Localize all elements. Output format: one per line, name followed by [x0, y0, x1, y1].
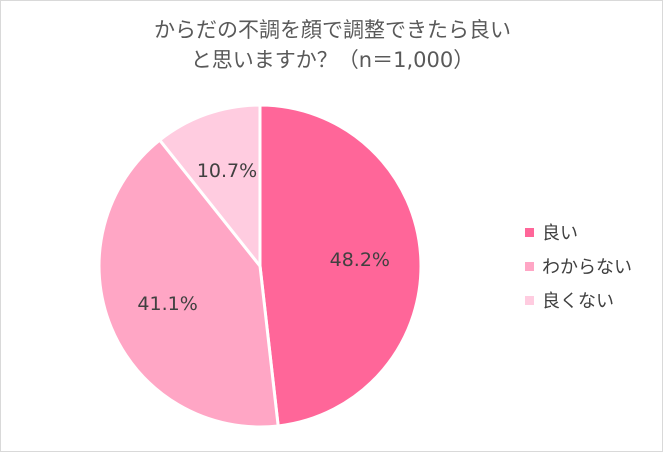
legend-label-not-good: 良くない — [542, 291, 614, 312]
chart-title-line-2: と思いますか？（n＝1,000） — [190, 48, 475, 72]
legend-swatch-dont-know — [525, 261, 534, 271]
data-label-not-good: 10.7% — [197, 160, 257, 182]
chart-legend: 良い わからない 良くない — [525, 215, 632, 317]
legend-label-dont-know: わからない — [542, 257, 632, 278]
chart-title-line-1: からだの不調を顔で調整できたら良い — [154, 18, 511, 42]
legend-item-good: 良い — [525, 215, 632, 249]
pie-slice-not-good — [158, 103, 262, 268]
legend-swatch-not-good — [525, 295, 534, 305]
pie-slice-good — [258, 103, 423, 428]
legend-item-not-good: 良くない — [525, 283, 632, 317]
data-label-good: 48.2% — [330, 249, 390, 271]
legend-label-good: 良い — [542, 223, 578, 244]
legend-swatch-good — [525, 227, 534, 237]
legend-item-dont-know: わからない — [525, 249, 632, 283]
chart-title: からだの不調を顔で調整できたら良い と思いますか？（n＝1,000） — [1, 15, 663, 75]
pie-slice-dont-know — [97, 138, 280, 429]
data-label-dont-know: 41.1% — [137, 293, 197, 315]
